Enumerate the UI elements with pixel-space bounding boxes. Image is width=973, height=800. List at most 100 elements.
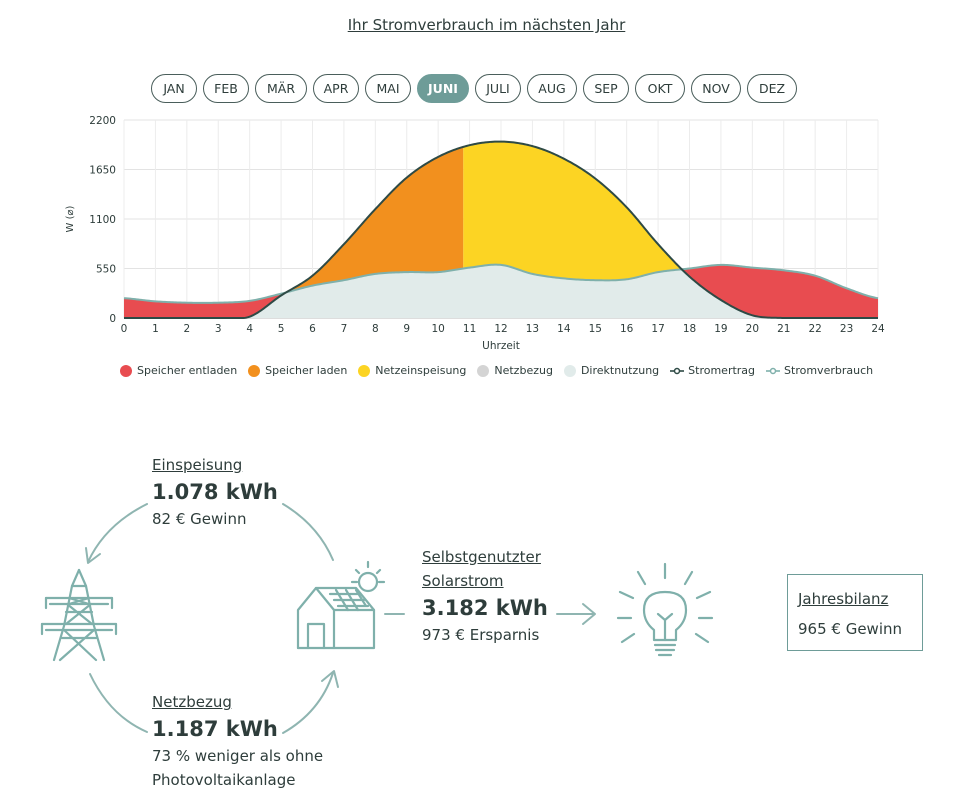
month-selector: JAN FEB MÄR APR MAI JUNI JULI AUG SEP OKT NOV DEZ bbox=[151, 74, 797, 103]
month-button-mai[interactable]: MAI bbox=[365, 74, 411, 103]
x-tick-label: 17 bbox=[651, 323, 664, 335]
x-tick-label: 4 bbox=[246, 323, 253, 335]
y-tick-label: 1100 bbox=[89, 214, 116, 226]
line-stromertrag bbox=[124, 140, 878, 319]
legend-label: Stromverbrauch bbox=[784, 364, 874, 377]
x-tick-label: 22 bbox=[808, 323, 821, 335]
x-tick-label: 7 bbox=[341, 323, 348, 335]
month-button-aug[interactable]: AUG bbox=[527, 74, 577, 103]
month-button-juli[interactable]: JULI bbox=[475, 74, 521, 103]
month-button-dez[interactable]: DEZ bbox=[747, 74, 797, 103]
solarstrom-label-line2: Solarstrom bbox=[422, 572, 504, 590]
legend-swatch bbox=[477, 364, 490, 377]
legend-swatch bbox=[563, 364, 576, 377]
x-tick-label: 9 bbox=[403, 323, 410, 335]
arrow-to-bulb-head-icon bbox=[582, 603, 596, 625]
netzbezug-label: Netzbezug bbox=[152, 693, 232, 711]
month-button-sep[interactable]: SEP bbox=[583, 74, 629, 103]
page-title: Ihr Stromverbrauch im nächsten Jahr bbox=[347, 16, 626, 34]
x-tick-label: 12 bbox=[494, 323, 507, 335]
arrow-from-grid-arc bbox=[89, 673, 148, 733]
x-tick-label: 6 bbox=[309, 323, 316, 335]
legend-item-netzeinspeisung[interactable]: Netzeinspeisung bbox=[358, 364, 466, 377]
y-tick-label: 550 bbox=[96, 264, 116, 276]
x-tick-label: 20 bbox=[746, 323, 759, 335]
x-tick-label: 18 bbox=[683, 323, 696, 335]
netzbezug-sub-line2: Photovoltaikanlage bbox=[152, 771, 296, 789]
light-bulb-icon bbox=[616, 562, 714, 657]
x-tick-label: 10 bbox=[431, 323, 444, 335]
month-button-juni[interactable]: JUNI bbox=[417, 74, 469, 103]
legend-label: Speicher laden bbox=[265, 364, 348, 377]
x-tick-label: 14 bbox=[557, 323, 571, 335]
einspeisung-gain: 82 € Gewinn bbox=[152, 510, 247, 528]
x-tick-label: 2 bbox=[183, 323, 190, 335]
legend-item-speicher-laden[interactable]: Speicher laden bbox=[248, 364, 347, 377]
jahresbilanz-value: 965 € Gewinn bbox=[798, 620, 903, 638]
solarstrom-savings: 973 € Ersparnis bbox=[422, 626, 540, 644]
y-tick-label: 0 bbox=[109, 313, 116, 325]
arrow-to-house-arc bbox=[282, 672, 334, 734]
area-direktnutzung bbox=[219, 264, 783, 318]
x-tick-label: 3 bbox=[215, 323, 222, 335]
month-button-jan[interactable]: JAN bbox=[151, 74, 197, 103]
x-axis-label: Uhrzeit bbox=[482, 340, 520, 352]
power-tower-icon bbox=[40, 568, 118, 662]
x-tick-label: 13 bbox=[526, 323, 539, 335]
arrow-to-house-head-icon bbox=[321, 670, 339, 688]
legend-item-stromverbrauch[interactable]: Stromverbrauch bbox=[766, 364, 873, 377]
solarstrom-label-line1: Selbstgenutzter bbox=[422, 548, 541, 566]
legend-item-netzbezug[interactable]: Netzbezug bbox=[477, 364, 553, 377]
netzbezug-block: Netzbezug 1.187 kWh 73 % weniger als ohn… bbox=[152, 690, 323, 792]
area-speicher-entladen bbox=[124, 264, 878, 318]
y-tick-label: 1650 bbox=[89, 165, 116, 177]
solar-house-icon bbox=[296, 560, 386, 650]
netzbezug-sub-line1: 73 % weniger als ohne bbox=[152, 747, 324, 765]
jahresbilanz-box: Jahresbilanz 965 € Gewinn bbox=[787, 574, 923, 651]
y-tick-label: 2200 bbox=[89, 115, 116, 127]
month-button-nov[interactable]: NOV bbox=[691, 74, 741, 103]
einspeisung-value: 1.078 kWh bbox=[152, 480, 278, 504]
month-button-okt[interactable]: OKT bbox=[635, 74, 685, 103]
month-button-feb[interactable]: FEB bbox=[203, 74, 249, 103]
x-tick-label: 24 bbox=[871, 323, 885, 335]
legend-label: Stromertrag bbox=[688, 364, 756, 377]
x-tick-label: 23 bbox=[840, 323, 853, 335]
arrow-from-house-arc bbox=[282, 503, 334, 561]
y-axis-label: W (⌀) bbox=[65, 205, 76, 232]
x-tick-label: 19 bbox=[714, 323, 727, 335]
legend-label: Netzbezug bbox=[494, 364, 553, 377]
arrow-to-grid-head-icon bbox=[85, 547, 101, 564]
x-tick-label: 1 bbox=[152, 323, 159, 335]
solarstrom-block: Selbstgenutzter Solarstrom 3.182 kWh 973… bbox=[422, 545, 548, 647]
x-tick-label: 5 bbox=[278, 323, 285, 335]
legend-swatch bbox=[248, 364, 261, 377]
solarstrom-value: 3.182 kWh bbox=[422, 596, 548, 620]
einspeisung-block: Einspeisung 1.078 kWh 82 € Gewinn bbox=[152, 453, 278, 531]
x-tick-label: 0 bbox=[121, 323, 128, 335]
legend-label: Netzeinspeisung bbox=[375, 364, 467, 377]
x-tick-label: 8 bbox=[372, 323, 379, 335]
x-tick-label: 15 bbox=[589, 323, 602, 335]
legend-line-icon bbox=[670, 367, 685, 374]
legend-label: Speicher entladen bbox=[137, 364, 238, 377]
legend-item-speicher-entladen[interactable]: Speicher entladen bbox=[120, 364, 237, 377]
einspeisung-label: Einspeisung bbox=[152, 456, 243, 474]
legend-line-icon bbox=[766, 367, 781, 374]
x-tick-label: 16 bbox=[620, 323, 634, 335]
legend-label: Direktnutzung bbox=[580, 364, 660, 377]
month-button-apr[interactable]: APR bbox=[313, 74, 359, 103]
flow-arrows bbox=[85, 503, 596, 734]
legend-item-stromertrag[interactable]: Stromertrag bbox=[670, 364, 755, 377]
month-button-mär[interactable]: MÄR bbox=[255, 74, 307, 103]
x-tick-label: 21 bbox=[777, 323, 790, 335]
legend-item-direktnutzung[interactable]: Direktnutzung bbox=[563, 364, 660, 377]
arrow-to-grid-arc bbox=[87, 503, 148, 563]
netzbezug-value: 1.187 kWh bbox=[152, 717, 278, 741]
line-stromverbrauch bbox=[123, 263, 879, 304]
chart-legend: Speicher entladen Speicher laden Netzeinsp… bbox=[120, 364, 884, 377]
area-speicher-laden bbox=[287, 146, 464, 293]
jahresbilanz-label: Jahresbilanz bbox=[798, 590, 889, 608]
x-tick-label: 11 bbox=[463, 323, 476, 335]
